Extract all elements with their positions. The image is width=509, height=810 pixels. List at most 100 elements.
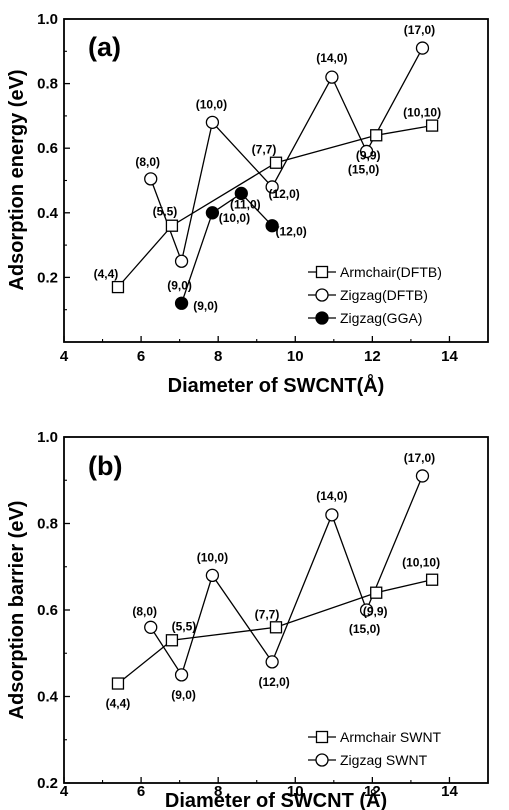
series-lines — [117, 475, 433, 685]
x-ticks: 4 6 8 10 12 14 — [60, 336, 458, 365]
legend-marker — [315, 311, 329, 325]
point-label: (10,10) — [403, 106, 441, 120]
data-point — [234, 186, 248, 201]
legend-marker — [315, 753, 329, 767]
point-label: (9,9) — [363, 605, 388, 619]
data-point — [205, 568, 220, 583]
x-tick-label: 6 — [137, 783, 145, 800]
data-point — [359, 144, 374, 159]
panel-b: 4 6 8 10 12 14 0.2 0.4 0.6 0.8 1.0 (4,4) (5,5) (7,7… — [6, 429, 489, 810]
point-label: (9,0) — [167, 278, 192, 292]
panel-a: 4 6 8 10 12 14 0.2 0.4 0.6 0.8 1.0 (4,4) (5,5) (7,7… — [6, 11, 489, 397]
y-tick-label: 0.8 — [37, 76, 58, 93]
x-tick-label: 4 — [60, 348, 69, 365]
y-tick-label: 0.2 — [37, 775, 58, 792]
y-axis-label: Adsorption barrier (eV) — [6, 501, 28, 720]
series-markers — [111, 469, 439, 690]
point-label: (14,0) — [316, 51, 347, 65]
data-point — [174, 296, 189, 310]
x-tick-label: 10 — [287, 783, 304, 800]
data-point — [205, 206, 220, 220]
legend-label: Armchair(DFTB) — [340, 264, 442, 280]
y-tick-label: 0.6 — [37, 140, 58, 157]
x-tick-label: 10 — [287, 348, 304, 365]
data-point — [269, 621, 283, 634]
point-label: (7,7) — [255, 607, 280, 621]
y-ticks: 0.2 0.4 0.6 0.8 1.0 — [37, 429, 70, 792]
legend-label: Armchair SWNT — [340, 729, 442, 745]
data-point — [415, 469, 430, 483]
x-tick-label: 12 — [364, 348, 381, 365]
point-label: (8,0) — [132, 604, 157, 618]
x-tick-label: 4 — [60, 783, 69, 800]
y-ticks: 0.2 0.4 0.6 0.8 1.0 — [37, 11, 70, 311]
data-point — [174, 254, 189, 268]
point-label: (10,0) — [196, 97, 227, 111]
data-point — [165, 634, 179, 647]
y-tick-label: 0.4 — [37, 689, 59, 706]
data-point — [265, 655, 279, 669]
y-tick-label: 1.0 — [37, 11, 58, 28]
point-label: (4,4) — [106, 697, 131, 711]
y-tick-label: 0.2 — [37, 269, 58, 286]
data-point — [325, 70, 339, 84]
data-point — [265, 180, 279, 194]
panel-label: (b) — [88, 451, 122, 481]
x-tick-label: 14 — [441, 348, 458, 365]
y-tick-label: 0.8 — [37, 516, 58, 533]
data-point — [144, 172, 158, 186]
y-tick-label: 0.4 — [37, 205, 59, 222]
y-tick-label: 1.0 — [37, 429, 58, 446]
data-point — [415, 41, 430, 55]
x-tick-label: 8 — [214, 348, 222, 365]
x-tick-label: 8 — [214, 783, 222, 800]
legend-label: Zigzag(DFTB) — [340, 287, 428, 303]
x-axis-label: Diameter of SWCNT(Å) — [168, 373, 385, 397]
data-point — [165, 219, 179, 232]
point-label: (8,0) — [135, 155, 160, 169]
point-label: (5,5) — [172, 619, 197, 633]
panel-label: (a) — [88, 32, 121, 62]
data-point — [370, 129, 383, 142]
point-label: (15,0) — [349, 622, 380, 636]
legend-marker — [315, 265, 329, 279]
point-label: (5,5) — [153, 205, 178, 219]
data-point — [111, 677, 125, 690]
data-point — [174, 668, 189, 682]
point-label: (10,0) — [197, 550, 228, 564]
point-label: (14,0) — [316, 489, 347, 503]
point-label: (15,0) — [348, 162, 379, 176]
legend-label: Zigzag SWNT — [340, 752, 428, 768]
y-tick-label: 0.6 — [37, 602, 58, 619]
point-labels: (4,4) (5,5) (7,7) (9,9) (10,10) (8,0) (9,0) (10… — [94, 23, 442, 313]
point-label: (9,9) — [356, 148, 381, 162]
x-ticks: 4 6 8 10 12 14 — [60, 777, 458, 800]
legend-marker — [315, 730, 329, 744]
point-label: (12,0) — [268, 187, 299, 201]
y-axis-label: Adsorption energy (eV) — [6, 69, 28, 290]
series-markers — [111, 41, 439, 310]
data-point — [205, 115, 220, 130]
legend-marker — [315, 288, 329, 302]
x-tick-label: 14 — [441, 783, 458, 800]
point-label: (7,7) — [252, 143, 277, 157]
point-label: (9,0) — [171, 688, 196, 702]
data-point — [325, 508, 339, 522]
x-axis-label: Diameter of SWCNT (Å) — [165, 788, 387, 810]
data-point — [111, 280, 125, 294]
point-label: (10,0) — [219, 211, 250, 225]
point-label: (4,4) — [94, 267, 119, 281]
series-line — [150, 475, 424, 677]
point-label: (10,10) — [402, 556, 440, 570]
data-point — [265, 219, 279, 233]
data-point — [359, 603, 374, 617]
data-point — [269, 156, 283, 169]
point-label: (12,0) — [258, 675, 289, 689]
legend-label: Zigzag(GGA) — [340, 310, 422, 326]
data-point — [370, 586, 383, 599]
data-point — [144, 620, 158, 634]
point-labels: (4,4) (5,5) (7,7) (9,9) (10,10) (8,0) (9,0) (10… — [106, 451, 441, 711]
data-point — [425, 573, 439, 586]
point-label: (9,0) — [193, 299, 218, 313]
